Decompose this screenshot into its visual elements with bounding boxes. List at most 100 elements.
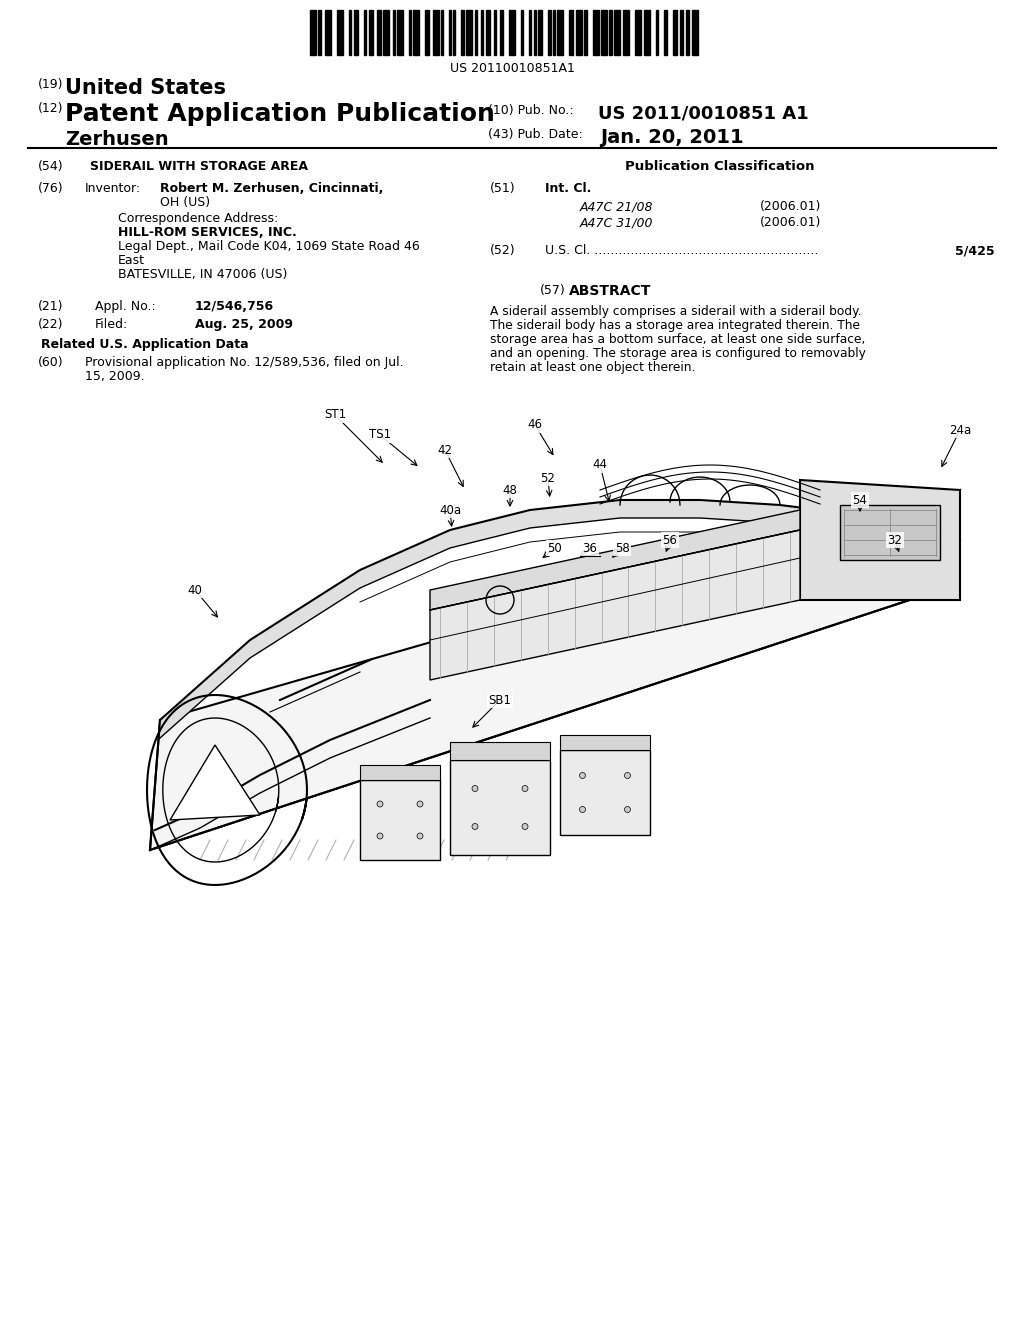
Polygon shape — [450, 742, 550, 760]
Bar — [529, 11, 531, 55]
Text: (51): (51) — [490, 182, 516, 195]
Text: 56: 56 — [663, 533, 678, 546]
Bar — [369, 11, 373, 55]
Text: TS1: TS1 — [369, 429, 391, 441]
Polygon shape — [430, 531, 800, 680]
Bar — [553, 11, 555, 55]
Bar — [481, 11, 483, 55]
Polygon shape — [150, 490, 961, 850]
Text: Inventor:: Inventor: — [85, 182, 141, 195]
Bar — [509, 11, 515, 55]
Text: (43) Pub. Date:: (43) Pub. Date: — [488, 128, 583, 141]
Text: 46: 46 — [527, 418, 543, 432]
Bar — [593, 11, 599, 55]
Text: Aug. 25, 2009: Aug. 25, 2009 — [195, 318, 293, 331]
Bar — [569, 11, 573, 55]
Text: (12): (12) — [38, 102, 63, 115]
Circle shape — [625, 772, 631, 779]
Text: 42: 42 — [437, 444, 453, 457]
Text: (10) Pub. No.:: (10) Pub. No.: — [488, 104, 573, 117]
Bar — [539, 11, 542, 55]
Bar — [501, 11, 504, 55]
Text: US 2011/0010851 A1: US 2011/0010851 A1 — [598, 104, 809, 121]
Text: (2006.01): (2006.01) — [760, 201, 821, 213]
Bar — [318, 11, 321, 55]
Bar — [680, 11, 683, 55]
Circle shape — [417, 801, 423, 807]
Text: A47C 31/00: A47C 31/00 — [580, 216, 653, 228]
Text: 50: 50 — [548, 541, 562, 554]
Text: HILL-ROM SERVICES, INC.: HILL-ROM SERVICES, INC. — [118, 226, 297, 239]
Polygon shape — [430, 510, 800, 610]
Bar — [521, 11, 523, 55]
Bar — [413, 11, 419, 55]
Circle shape — [625, 807, 631, 813]
Bar — [393, 11, 394, 55]
Bar — [377, 11, 381, 55]
Bar — [601, 11, 607, 55]
Bar — [840, 506, 940, 560]
Bar — [673, 11, 677, 55]
Bar — [475, 11, 477, 55]
Text: 40a: 40a — [439, 503, 461, 516]
Bar — [623, 11, 629, 55]
Polygon shape — [560, 735, 650, 750]
Text: Legal Dept., Mail Code K04, 1069 State Road 46: Legal Dept., Mail Code K04, 1069 State R… — [118, 240, 420, 253]
Text: and an opening. The storage area is configured to removably: and an opening. The storage area is conf… — [490, 347, 866, 360]
Bar — [462, 11, 465, 55]
Polygon shape — [170, 744, 260, 820]
Text: 5/425: 5/425 — [955, 244, 994, 257]
Text: ABSTRACT: ABSTRACT — [568, 284, 651, 298]
Text: 36: 36 — [583, 541, 597, 554]
Bar — [450, 760, 550, 855]
Text: BATESVILLE, IN 47006 (US): BATESVILLE, IN 47006 (US) — [118, 268, 288, 281]
Text: 32: 32 — [888, 533, 902, 546]
Text: 54: 54 — [853, 494, 867, 507]
Text: retain at least one object therein.: retain at least one object therein. — [490, 360, 695, 374]
Text: Filed:: Filed: — [95, 318, 128, 331]
Text: SIDERAIL WITH STORAGE AREA: SIDERAIL WITH STORAGE AREA — [90, 160, 308, 173]
Bar — [467, 11, 472, 55]
Text: (60): (60) — [38, 356, 63, 370]
Text: 58: 58 — [614, 541, 630, 554]
Bar — [360, 780, 440, 861]
Text: (22): (22) — [38, 318, 63, 331]
Text: Patent Application Publication: Patent Application Publication — [65, 102, 495, 125]
Bar — [584, 11, 587, 55]
Text: 48: 48 — [503, 483, 517, 496]
Text: (19): (19) — [38, 78, 63, 91]
Circle shape — [417, 833, 423, 840]
Text: Jan. 20, 2011: Jan. 20, 2011 — [600, 128, 743, 147]
Circle shape — [472, 824, 478, 829]
Bar — [440, 11, 442, 55]
Text: SB1: SB1 — [488, 693, 512, 706]
Bar — [609, 11, 612, 55]
Bar — [686, 11, 689, 55]
Circle shape — [522, 824, 528, 829]
Text: Related U.S. Application Data: Related U.S. Application Data — [41, 338, 249, 351]
Text: Int. Cl.: Int. Cl. — [545, 182, 592, 195]
Bar — [383, 11, 389, 55]
Text: OH (US): OH (US) — [160, 195, 210, 209]
Bar — [535, 11, 537, 55]
Bar — [454, 11, 456, 55]
Bar — [449, 11, 452, 55]
Text: (54): (54) — [38, 160, 63, 173]
Text: (52): (52) — [490, 244, 516, 257]
Bar — [337, 11, 343, 55]
Bar — [432, 11, 438, 55]
Bar — [409, 11, 411, 55]
Text: Provisional application No. 12/589,536, filed on Jul.: Provisional application No. 12/589,536, … — [85, 356, 403, 370]
Text: Correspondence Address:: Correspondence Address: — [118, 213, 279, 224]
Text: ST1: ST1 — [324, 408, 346, 421]
Text: 40: 40 — [187, 583, 203, 597]
Bar — [310, 11, 316, 55]
Text: A47C 21/08: A47C 21/08 — [580, 201, 653, 213]
Text: 24a: 24a — [949, 424, 971, 437]
Text: A siderail assembly comprises a siderail with a siderail body.: A siderail assembly comprises a siderail… — [490, 305, 861, 318]
Text: United States: United States — [65, 78, 226, 98]
Bar — [548, 11, 551, 55]
Bar — [614, 11, 620, 55]
Text: U.S. Cl. ........................................................: U.S. Cl. ...............................… — [545, 244, 818, 257]
Text: (21): (21) — [38, 300, 63, 313]
